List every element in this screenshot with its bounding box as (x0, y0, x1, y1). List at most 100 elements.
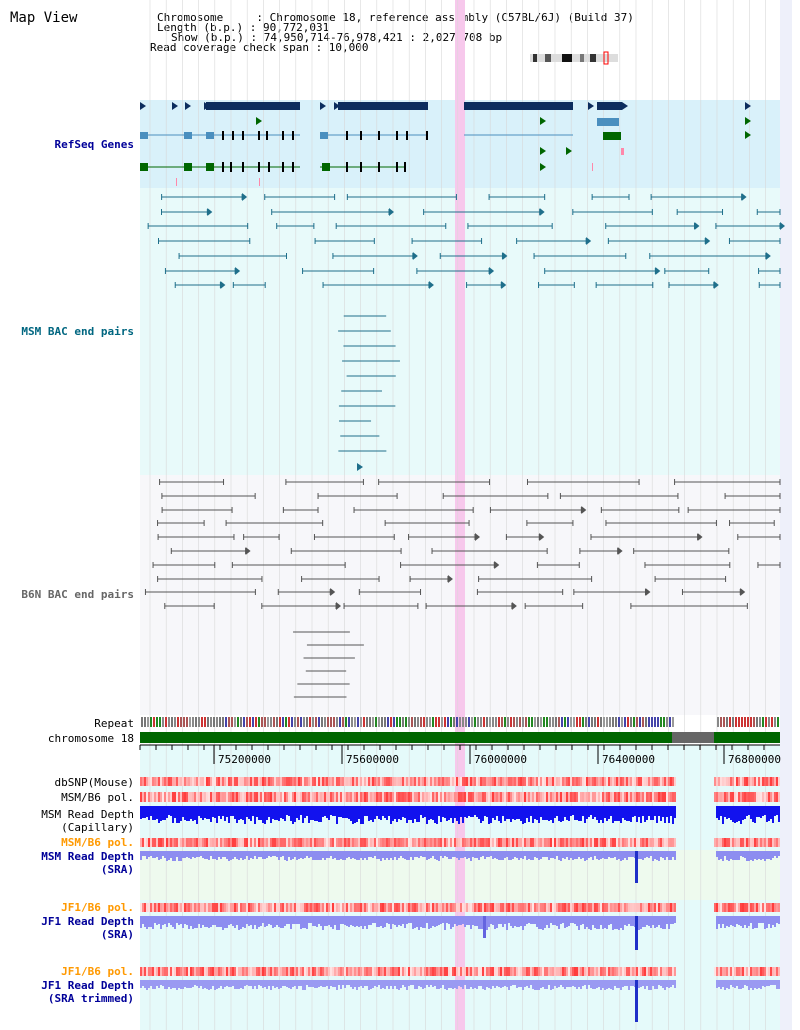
gene-block (603, 132, 621, 140)
jf1-depth-trim-bar (426, 980, 428, 985)
msm-depth-cap-bar (716, 806, 718, 818)
jf1-b6-pol2-cell (264, 967, 266, 976)
repeat-feature (534, 717, 536, 727)
jf1-b6-pol-cell (464, 903, 466, 912)
msm-b6-pol-cell (514, 792, 516, 802)
jf1-depth-trim-bar (398, 980, 400, 990)
msm-depth-cap-bar (328, 806, 330, 820)
jf1-depth-trim-bar (188, 980, 190, 988)
track-label-jf1-b6-pol-1[interactable]: JF1/B6 pol. (61, 901, 134, 914)
msm-b6-pol-cell (504, 792, 506, 802)
msm-b6-pol-cell (266, 792, 268, 802)
jf1-b6-pol-cell (614, 903, 616, 912)
msm-b6-pol-cell (210, 792, 212, 802)
msm-depth-sra-bar (264, 851, 266, 859)
jf1-depth-sra-bar (616, 916, 618, 929)
msm-depth-cap-bar (580, 806, 582, 821)
jf1-b6-pol-cell (194, 903, 196, 912)
msm-depth-sra-bar (468, 851, 470, 858)
msm-b6-pol-cell (466, 792, 468, 802)
msm-b6-pol-cell (760, 792, 762, 802)
msm-depth-cap-bar (590, 806, 592, 815)
ideogram-band (562, 54, 572, 62)
msm-b6-pol2-cell (400, 838, 402, 847)
msm-depth-sra-bar (774, 851, 776, 856)
repeat-feature (171, 717, 173, 727)
msm-b6-pol-cell (294, 792, 296, 802)
msm-depth-sra-bar (732, 851, 734, 860)
msm-b6-pol-cell (188, 792, 190, 802)
msm-depth-cap-bar (266, 806, 268, 820)
dbsnp-cell (140, 777, 142, 786)
repeat-feature (573, 717, 575, 727)
track-label-b6n-bac[interactable]: B6N BAC end pairs (21, 588, 134, 601)
msm-b6-pol2-cell (714, 838, 716, 847)
msm-b6-pol-cell (330, 792, 332, 802)
msm-b6-pol-cell (274, 792, 276, 802)
msm-depth-cap-bar (520, 806, 522, 821)
track-label-jf1-depth-sra[interactable]: JF1 Read Depth (41, 915, 134, 928)
msm-depth-sra-bar (180, 851, 182, 861)
jf1-b6-pol-cell (768, 903, 770, 912)
dbsnp-cell (648, 777, 650, 786)
jf1-depth-sra-bar (510, 916, 512, 926)
msm-b6-pol-cell (198, 792, 200, 802)
msm-depth-cap-bar (166, 806, 168, 818)
msm-depth-sra-bar (558, 851, 560, 860)
track-label-dbsnp[interactable]: dbSNP(Mouse) (54, 776, 134, 789)
msm-b6-pol-cell (392, 792, 394, 802)
msm-depth-sra-bar (614, 851, 616, 857)
msm-depth-sra-bar (454, 851, 456, 857)
jf1-depth-trim-bar (552, 980, 554, 989)
jf1-b6-pol-cell (202, 903, 204, 912)
repeat-feature (375, 717, 377, 727)
msm-b6-pol-cell (350, 792, 352, 802)
msm-b6-pol2-cell (624, 838, 626, 847)
msm-b6-pol-cell (414, 792, 416, 802)
msm-b6-pol-cell (646, 792, 648, 802)
repeat-feature (384, 717, 386, 727)
jf1-depth-trim-bar (294, 980, 296, 986)
jf1-depth-trim-bar (180, 980, 182, 989)
msm-depth-cap-bar (290, 806, 292, 821)
msm-b6-pol-cell (744, 792, 746, 802)
jf1-depth-sra-bar (492, 916, 494, 925)
jf1-depth-sra-bar (382, 916, 384, 928)
msm-depth-cap-bar (350, 806, 352, 821)
msm-b6-pol-cell (254, 792, 256, 802)
jf1-b6-pol-cell (358, 903, 360, 912)
jf1-depth-sra-bar (256, 916, 258, 929)
dbsnp-cell (540, 777, 542, 786)
gene-arrow (540, 117, 546, 125)
dbsnp-cell (474, 777, 476, 786)
track-label-refseq[interactable]: RefSeq Genes (54, 138, 134, 151)
dbsnp-cell (446, 777, 448, 786)
msm-b6-pol2-cell (444, 838, 446, 847)
track-label-msm-b6-pol-2[interactable]: MSM/B6 pol. (61, 836, 134, 849)
track-label-jf1-b6-pol-2[interactable]: JF1/B6 pol. (61, 965, 134, 978)
msm-depth-sra-bar (748, 851, 750, 861)
jf1-depth-trim-bar (348, 980, 350, 985)
msm-b6-pol-cell (306, 792, 308, 802)
jf1-b6-pol-cell (568, 903, 570, 912)
msm-b6-pol2-cell (738, 838, 740, 847)
track-label-msm-b6-pol-1[interactable]: MSM/B6 pol. (61, 791, 134, 804)
jf1-depth-sra-bar (228, 916, 230, 925)
jf1-b6-pol-cell (158, 903, 160, 912)
jf1-b6-pol-cell (402, 903, 404, 912)
msm-b6-pol-cell (762, 792, 764, 802)
jf1-b6-pol2-cell (466, 967, 468, 976)
track-label-jf1-depth-trim[interactable]: JF1 Read Depth (41, 979, 134, 992)
jf1-depth-trim-bar (268, 980, 270, 986)
jf1-b6-pol2-cell (546, 967, 548, 976)
jf1-b6-pol2-cell (248, 967, 250, 976)
msm-b6-pol2-cell (672, 838, 674, 847)
msm-b6-pol-cell (312, 792, 314, 802)
track-label-msm-depth-sra[interactable]: MSM Read Depth (41, 850, 134, 863)
track-label-msm-depth-cap[interactable]: MSM Read Depth (41, 808, 134, 821)
msm-b6-pol-cell (166, 792, 168, 802)
jf1-b6-pol2-cell (194, 967, 196, 976)
track-label-msm-bac[interactable]: MSM BAC end pairs (21, 325, 134, 338)
msm-depth-cap-bar (756, 806, 758, 817)
